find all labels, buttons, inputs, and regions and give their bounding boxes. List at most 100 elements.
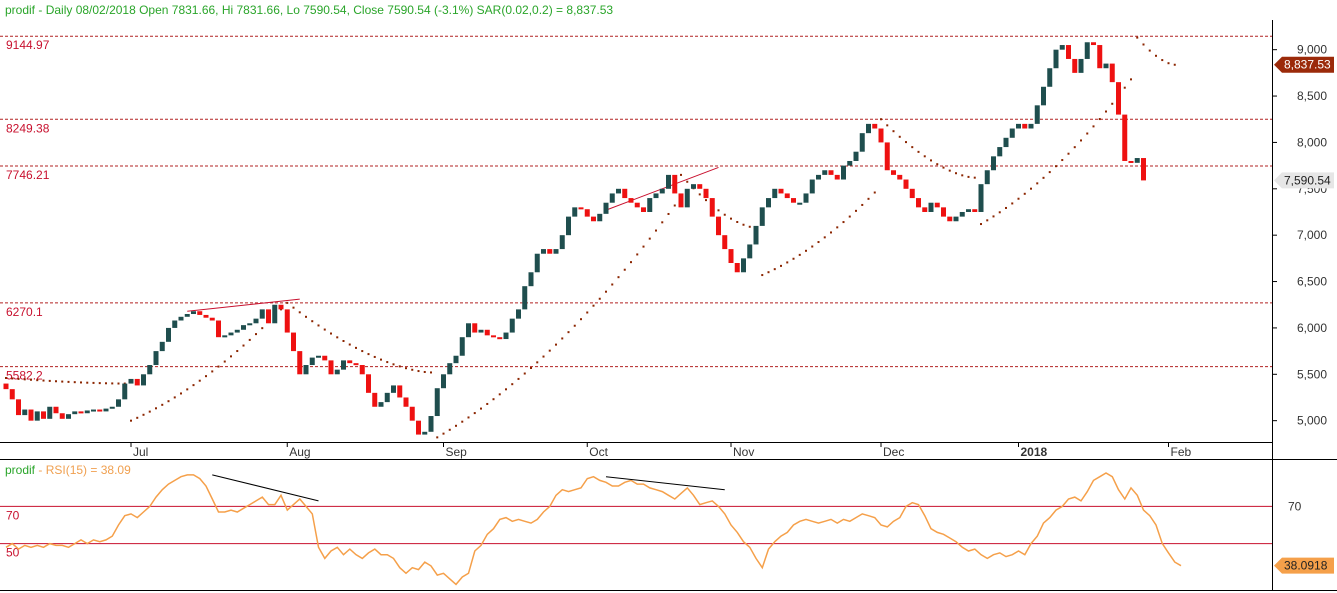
sar-dot-77 — [486, 402, 489, 405]
sar-dot-164 — [1030, 187, 1032, 190]
candle-148 — [928, 202, 934, 212]
level-label-1: 8249.38 — [6, 121, 50, 135]
candle-52 — [328, 360, 334, 375]
candlesticks — [3, 42, 1146, 435]
candle-177 — [1109, 63, 1115, 83]
candle-107 — [672, 174, 678, 194]
sar-dot-52 — [330, 332, 332, 335]
sar-dot-34 — [217, 365, 220, 368]
candle-137 — [859, 133, 865, 152]
x-tick-label-0: Jul — [133, 445, 148, 459]
candle-42 — [266, 309, 271, 324]
sar-dot-13 — [86, 381, 89, 384]
candle-94 — [591, 216, 596, 222]
sar-dot-137 — [861, 203, 864, 206]
level-label-4: 5582.2 — [6, 369, 43, 383]
sar-dot-40 — [255, 333, 257, 336]
candle-176 — [1103, 63, 1109, 69]
sar-dot-38 — [242, 344, 245, 347]
sar-dot-156 — [980, 223, 982, 226]
candle-53 — [334, 369, 340, 375]
candle-92 — [578, 207, 584, 210]
sar-dot-134 — [842, 221, 845, 224]
candle-123 — [772, 188, 778, 199]
sar-dot-162 — [1017, 197, 1020, 200]
candle-150 — [941, 207, 946, 217]
candle-144 — [903, 179, 909, 189]
candle-133 — [834, 174, 840, 180]
x-tick-label-2: Sep — [446, 445, 468, 459]
candle-29 — [184, 314, 190, 317]
candle-59 — [372, 392, 378, 407]
sar-dot-57 — [361, 350, 364, 353]
sar-dot-135 — [848, 215, 851, 218]
sar-dot-20 — [130, 419, 132, 422]
sar-dot-26 — [167, 400, 170, 403]
sar-dot-30 — [192, 384, 195, 387]
candle-106 — [666, 174, 671, 189]
candle-55 — [347, 360, 353, 364]
sar-dot-54 — [342, 340, 345, 343]
candle-143 — [897, 174, 903, 180]
candle-162 — [1016, 123, 1021, 129]
candle-32 — [203, 314, 209, 318]
sar-dot-79 — [498, 393, 501, 396]
sar-dot-7 — [48, 379, 51, 382]
sar-dot-59 — [373, 355, 376, 358]
sar-dot-161 — [1011, 202, 1014, 205]
candle-86 — [541, 249, 546, 254]
candle-160 — [1003, 137, 1009, 148]
sar-dot-86 — [542, 355, 545, 358]
sar-dot-78 — [492, 398, 495, 401]
sar-dot-121 — [761, 274, 764, 277]
candle-101 — [634, 202, 640, 208]
sar-dot-146 — [917, 150, 920, 153]
candle-79 — [497, 337, 503, 340]
sar-dot-159 — [998, 211, 1001, 214]
sar-dot-175 — [1098, 118, 1101, 121]
candle-153 — [959, 211, 965, 217]
candle-134 — [841, 165, 846, 180]
candle-140 — [878, 128, 884, 143]
sar-dot-99 — [623, 268, 626, 271]
horizontal-levels: 9144.97 8249.38 7746.21 6270.1 5582.2 — [0, 35, 1272, 383]
candle-6 — [41, 411, 46, 419]
sar-dot-163 — [1023, 192, 1026, 195]
candle-97 — [609, 193, 615, 203]
sar-dot-152 — [955, 172, 957, 175]
candle-157 — [984, 170, 990, 185]
candle-1 — [9, 389, 15, 400]
candle-152 — [953, 216, 959, 222]
sar-dot-46 — [292, 306, 295, 309]
candle-50 — [316, 355, 321, 358]
candle-7 — [47, 406, 53, 419]
sar-dot-84 — [530, 366, 532, 369]
sar-dot-131 — [823, 236, 826, 239]
sar-dot-173 — [1086, 132, 1089, 135]
candle-117 — [734, 262, 740, 273]
sar-dot-1 — [11, 377, 14, 380]
candle-170 — [1066, 45, 1071, 59]
sar-dot-117 — [736, 221, 739, 224]
sar-dot-89 — [561, 337, 564, 340]
candle-146 — [916, 198, 921, 208]
candle-178 — [1116, 82, 1121, 115]
sar-dot-148 — [930, 159, 932, 162]
candle-168 — [1053, 49, 1059, 69]
candle-69 — [434, 388, 440, 417]
sar-dot-181 — [1136, 36, 1139, 39]
candle-62 — [391, 385, 396, 393]
sar-dot-126 — [792, 257, 795, 260]
sar-dot-184 — [1155, 54, 1157, 57]
y-tick-label-0: 5,000 — [1297, 414, 1327, 428]
sar-dot-82 — [517, 377, 520, 380]
sar-dot-127 — [798, 253, 801, 256]
sar-dot-150 — [942, 166, 945, 169]
candle-46 — [291, 332, 296, 352]
candle-48 — [303, 365, 309, 375]
candle-111 — [697, 184, 703, 189]
rsi-header: prodif - RSI(15) = 38.09 — [5, 463, 131, 477]
candle-128 — [803, 193, 809, 203]
candle-130 — [816, 174, 821, 180]
